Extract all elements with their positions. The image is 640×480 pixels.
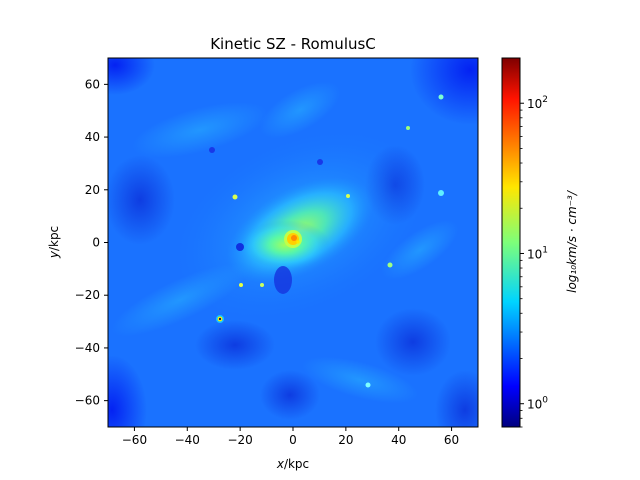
y-tick-label: 40 — [85, 130, 100, 144]
heatmap-filament — [259, 81, 341, 139]
y-axis-label: y/kpc — [47, 226, 61, 259]
heatmap-hot-spot — [438, 190, 444, 196]
heatmap-dark-region — [108, 155, 175, 245]
colorbar-tick-label: 101 — [527, 245, 548, 261]
x-tick-label: −40 — [175, 433, 200, 447]
heatmap-hot-spot — [406, 126, 410, 130]
heatmap-hot-spot — [365, 382, 371, 388]
colorbar-tick-exponent: 1 — [542, 245, 548, 255]
heatmap-corner-top-right — [410, 58, 478, 125]
x-axis-label-unit: /kpc — [284, 457, 309, 471]
heatmap-dark-clump — [274, 266, 292, 294]
heatmap-hot-spot — [260, 283, 264, 287]
heatmap-diffuse-core — [240, 220, 330, 270]
colorbar-label: log₁₀km/s · cm⁻³/ — [565, 189, 579, 293]
colorbar-tick-base: 10 — [527, 97, 542, 111]
colorbar-tick-label: 100 — [527, 396, 548, 412]
y-tick-label: −20 — [75, 288, 100, 302]
y-tick-label: 60 — [85, 77, 100, 91]
heatmap-filament — [301, 356, 419, 404]
chart-title: Kinetic SZ - RomulusC — [210, 35, 376, 53]
x-axis-label: x/kpc — [276, 457, 309, 471]
colorbar-gradient — [501, 57, 521, 428]
heatmap-secondary-hot-spot — [218, 317, 222, 321]
y-tick-label: 20 — [85, 183, 100, 197]
x-tick-label: −20 — [227, 433, 252, 447]
colorbar-tick-base: 10 — [527, 247, 542, 261]
heatmap-central-core — [296, 240, 300, 244]
heatmap-dark-clump — [209, 147, 215, 153]
colorbar-tick-base: 10 — [527, 398, 542, 412]
heatmap-hot-spot — [346, 194, 350, 198]
y-tick-label: −60 — [75, 394, 100, 408]
y-tick-label: −40 — [75, 341, 100, 355]
y-axis-label-var: y — [47, 250, 61, 259]
heatmap-dark-region — [195, 320, 275, 370]
y-axis-label-unit: /kpc — [47, 226, 61, 251]
heatmap-dark-region — [375, 308, 451, 376]
x-tick-label: 20 — [338, 433, 353, 447]
x-tick-label: 0 — [289, 433, 297, 447]
heatmap-hot-spot — [438, 94, 444, 100]
colorbar-tick-label: 102 — [527, 95, 548, 111]
colorbar-tick-exponent: 0 — [542, 396, 548, 406]
heatmap-corner-bottom-left — [108, 355, 147, 427]
heatmap — [108, 58, 478, 427]
heatmap-hot-spot — [387, 262, 393, 268]
x-axis-label-var: x — [276, 457, 285, 471]
heatmap-dark-clump — [317, 159, 323, 165]
heatmap-corner-top-left — [108, 58, 155, 95]
heatmap-corner-bottom-right — [435, 370, 478, 427]
heatmap-filament — [132, 102, 268, 158]
x-axis: −60 −40 −20 0 20 40 60 — [122, 427, 459, 447]
heatmap-dark-region — [260, 370, 320, 420]
heatmap-hot-spot — [239, 283, 243, 287]
heatmap-central-core — [291, 235, 297, 241]
colorbar-tick-exponent: 2 — [542, 95, 548, 105]
x-tick-label: −60 — [122, 433, 147, 447]
x-tick-label: 40 — [391, 433, 406, 447]
heatmap-dark-clump — [236, 243, 244, 251]
heatmap-filament — [381, 220, 459, 280]
y-axis: 60 40 20 0 −20 −40 −60 — [75, 77, 108, 408]
x-tick-label: 60 — [444, 433, 459, 447]
y-tick-label: 0 — [92, 236, 100, 250]
heatmap-hot-spot — [232, 194, 238, 200]
